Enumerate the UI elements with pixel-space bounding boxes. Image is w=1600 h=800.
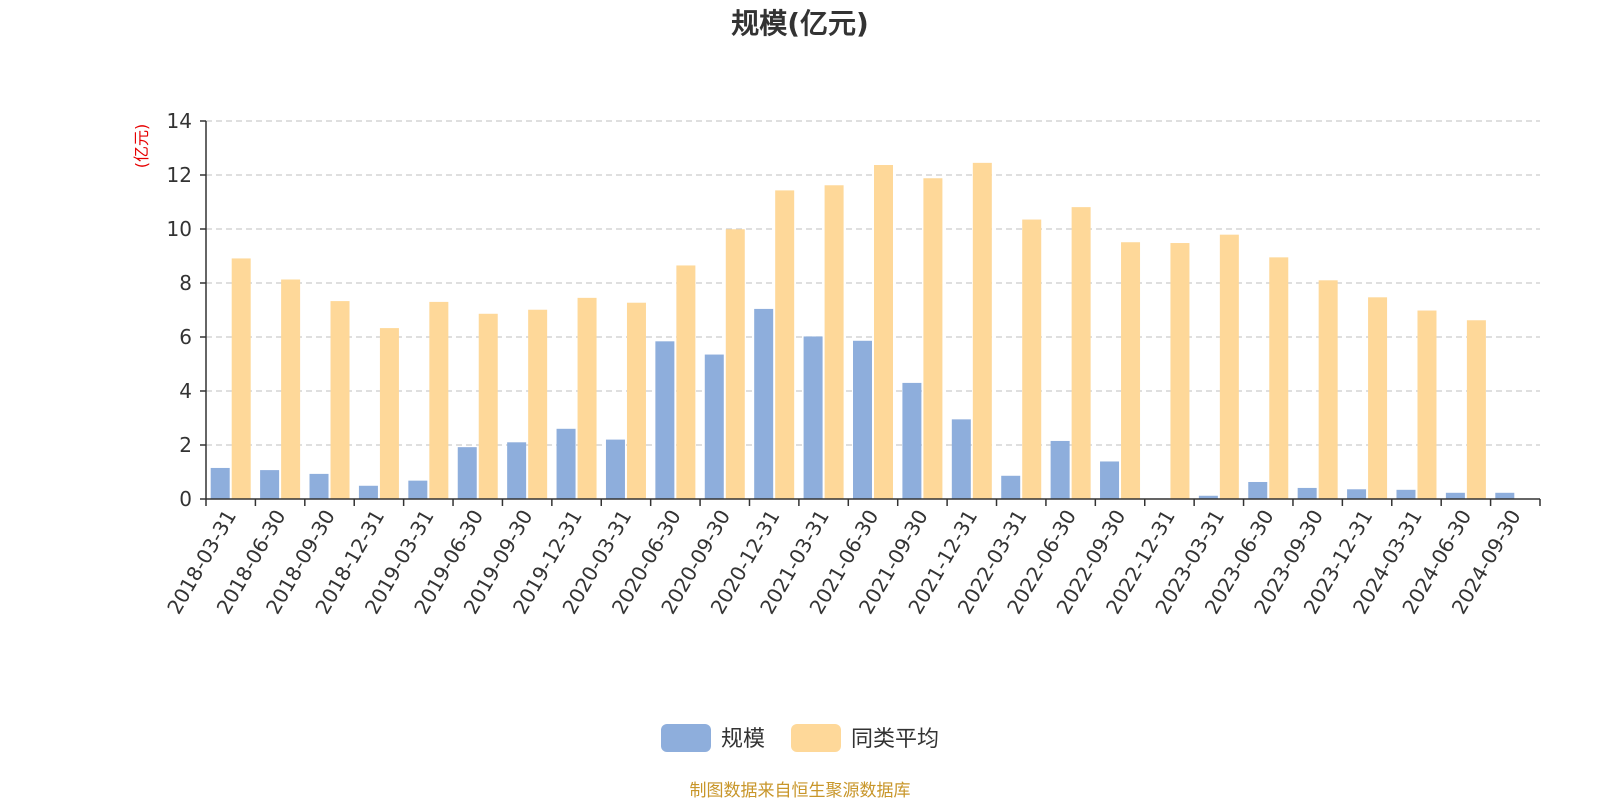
y-tick-label: 2 xyxy=(179,433,192,457)
bar-peer-average xyxy=(626,302,646,499)
bar-scale xyxy=(1347,489,1367,499)
y-tick-label: 10 xyxy=(167,217,192,241)
legend-label: 规模 xyxy=(721,727,765,752)
legend: 规模 同类平均 xyxy=(661,724,939,752)
bar-scale xyxy=(853,340,872,499)
bar-scale xyxy=(408,480,428,499)
legend-swatch xyxy=(791,724,841,752)
bar-peer-average xyxy=(429,301,449,499)
bar-scale xyxy=(655,341,675,499)
y-tick-label: 0 xyxy=(179,487,192,511)
bar-scale xyxy=(260,470,280,499)
bar-peer-average xyxy=(824,185,844,499)
bar-scale xyxy=(902,382,922,499)
gridlines xyxy=(206,120,1540,446)
bar-peer-average xyxy=(972,162,992,499)
bar-scale xyxy=(1495,492,1515,499)
bar-peer-average xyxy=(1219,234,1239,500)
bar-scale xyxy=(605,439,625,499)
y-tick-label: 6 xyxy=(179,325,192,349)
bar-scale xyxy=(1050,440,1070,499)
bar-scale xyxy=(1396,489,1416,499)
legend-swatch xyxy=(661,724,711,752)
bar-peer-average xyxy=(725,229,745,499)
bar-scale xyxy=(1445,492,1465,499)
y-tick-label: 12 xyxy=(167,163,192,187)
y-tick-labels: 0 2 4 6 8 10 12 14 xyxy=(167,109,192,511)
bar-peer-average xyxy=(676,265,696,499)
bar-scale xyxy=(1248,481,1268,499)
bar-scale xyxy=(1297,487,1317,499)
bar-peer-average xyxy=(379,328,399,499)
bar-peer-average xyxy=(478,313,498,499)
chart-title: 规模(亿元) xyxy=(731,7,869,40)
y-tick-label: 8 xyxy=(179,271,192,295)
y-axis-unit: (亿元) xyxy=(132,124,151,169)
bar-peer-average xyxy=(1121,242,1141,500)
bar-peer-average xyxy=(1466,320,1486,499)
bar-peer-average xyxy=(330,301,350,499)
bar-scale xyxy=(951,419,971,499)
bar-scale xyxy=(457,447,477,499)
bar-peer-average xyxy=(1368,297,1388,499)
bar-peer-average xyxy=(1269,257,1289,499)
bar-peer-average xyxy=(923,178,943,500)
bar-peer-average xyxy=(577,297,597,499)
bar-scale xyxy=(754,308,774,499)
x-tick-labels: 2018-03-312018-06-302018-09-302018-12-31… xyxy=(162,505,1525,618)
y-tick-label: 4 xyxy=(179,379,192,403)
axes xyxy=(200,120,1541,506)
bar-peer-average xyxy=(231,258,251,499)
bar-scale xyxy=(210,467,230,499)
bar-scale xyxy=(803,336,823,499)
bar-peer-average xyxy=(1318,280,1338,499)
bar-scale xyxy=(556,428,576,499)
y-tick-label: 14 xyxy=(167,109,192,133)
bar-scale xyxy=(507,442,527,499)
bar-peer-average xyxy=(874,165,893,499)
bar-scale xyxy=(309,473,329,499)
legend-label: 同类平均 xyxy=(851,727,939,752)
bar-scale xyxy=(358,485,378,499)
bar-scale xyxy=(704,354,724,499)
bar-scale xyxy=(1100,461,1120,499)
source-note: 制图数据来自恒生聚源数据库 xyxy=(690,781,911,800)
bar-peer-average xyxy=(281,279,301,499)
bar-scale xyxy=(1198,495,1218,499)
bar-peer-average xyxy=(1170,243,1190,499)
bars xyxy=(210,162,1515,500)
bar-peer-average xyxy=(1071,207,1091,499)
bar-peer-average xyxy=(1417,310,1437,499)
bar-peer-average xyxy=(775,190,795,499)
bar-peer-average xyxy=(1022,219,1042,500)
bar-scale xyxy=(1001,475,1021,499)
bar-peer-average xyxy=(528,309,548,499)
